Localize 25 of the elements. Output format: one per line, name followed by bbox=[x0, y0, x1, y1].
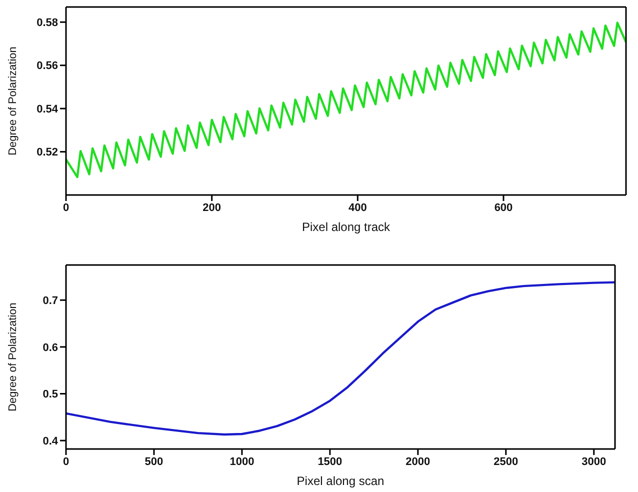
x-tick-label: 0 bbox=[62, 456, 70, 468]
x-axis-title: Pixel along track bbox=[302, 220, 392, 234]
y-tick-label: 0.58 bbox=[36, 17, 58, 30]
y-tick-label: 0.4 bbox=[42, 435, 59, 448]
x-tick-label: 500 bbox=[144, 456, 164, 468]
y-tick-label: 0.52 bbox=[36, 146, 58, 159]
y-tick-label: 0.5 bbox=[42, 388, 58, 401]
x-tick-label: 1000 bbox=[230, 456, 254, 468]
y-axis-title: Degree of Polarization bbox=[6, 46, 19, 156]
x-tick-label: 3000 bbox=[582, 456, 606, 468]
x-axis-title: Pixel along scan bbox=[296, 474, 384, 488]
x-tick-label: 200 bbox=[202, 202, 222, 214]
x-tick-label: 0 bbox=[62, 202, 70, 214]
y-axis-title: Degree of Polarization bbox=[6, 302, 19, 412]
y-tick-label: 0.6 bbox=[42, 342, 58, 354]
line-series bbox=[66, 22, 626, 178]
x-tick-label: 1500 bbox=[318, 456, 342, 468]
x-tick-label: 2500 bbox=[494, 456, 518, 468]
x-tick-label: 600 bbox=[494, 202, 513, 214]
x-tick-label: 400 bbox=[348, 202, 367, 214]
line-series bbox=[66, 281, 615, 436]
y-tick-label: 0.56 bbox=[36, 60, 58, 72]
x-tick-label: 2000 bbox=[406, 456, 430, 468]
y-tick-label: 0.7 bbox=[42, 295, 58, 308]
y-tick-label: 0.54 bbox=[36, 103, 59, 116]
